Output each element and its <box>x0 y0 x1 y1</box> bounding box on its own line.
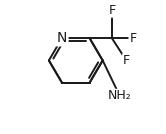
Text: F: F <box>108 4 115 17</box>
Text: F: F <box>129 32 136 45</box>
Text: NH₂: NH₂ <box>108 89 132 102</box>
Text: F: F <box>123 54 130 67</box>
Text: N: N <box>57 31 67 45</box>
